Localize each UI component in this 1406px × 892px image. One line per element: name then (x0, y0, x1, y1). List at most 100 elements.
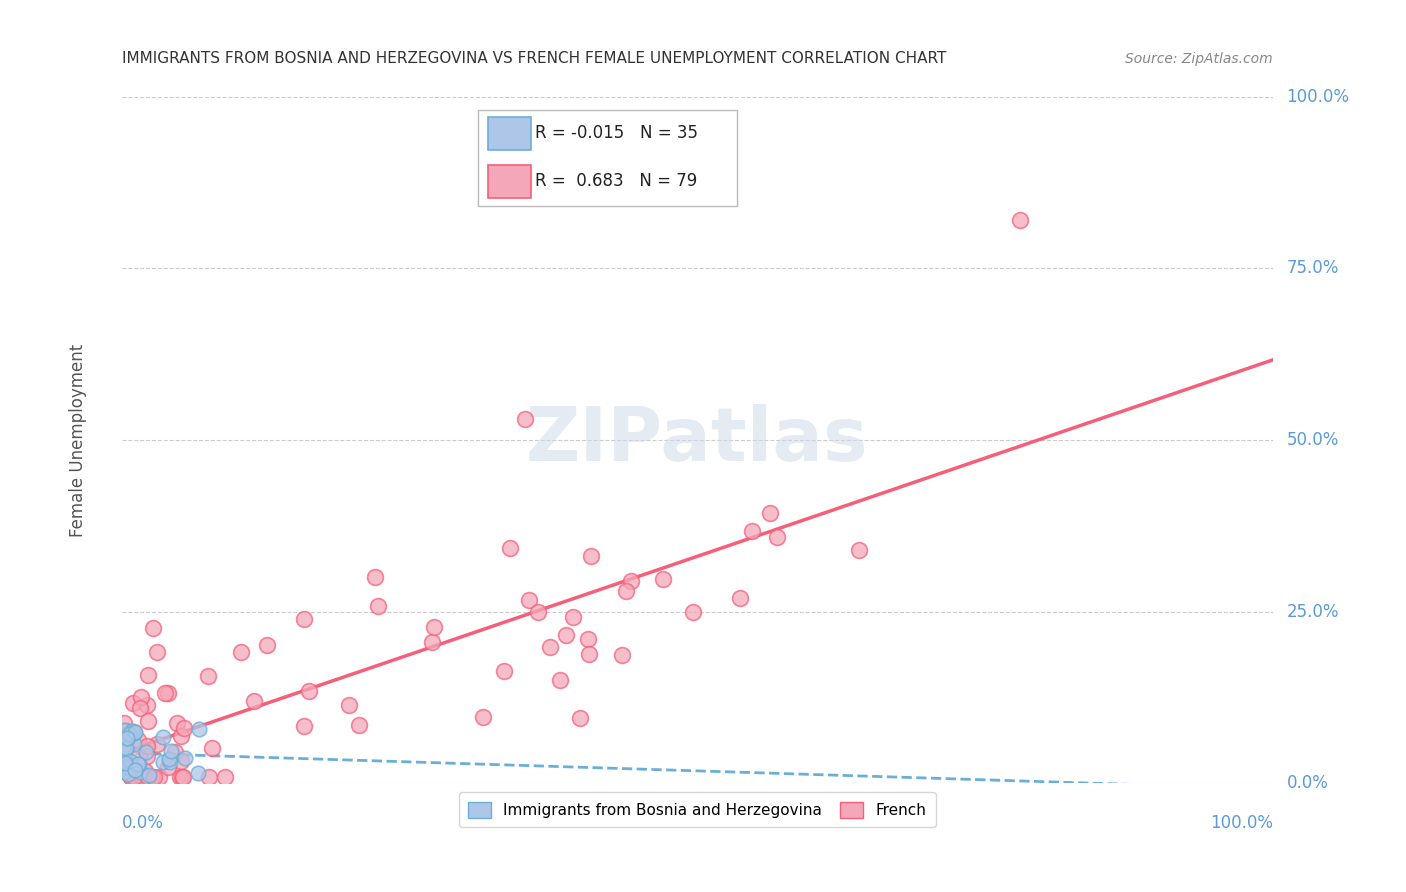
Point (115, 731, 138, 745)
Point (134, 770, 156, 784)
Text: R = -0.015   N = 35: R = -0.015 N = 35 (534, 124, 697, 142)
Point (128, 764, 150, 779)
Point (114, 723, 136, 737)
Point (187, 766, 209, 780)
Point (131, 770, 153, 784)
Point (169, 770, 191, 784)
Point (138, 768, 160, 782)
Point (1008, 213, 1031, 227)
Point (499, 541, 522, 555)
Point (111, 738, 134, 752)
Point (612, 648, 634, 663)
Point (420, 635, 443, 649)
Point (115, 760, 138, 774)
Point (519, 593, 541, 607)
Point (548, 673, 571, 687)
Point (122, 725, 145, 739)
Point (122, 770, 145, 784)
Point (112, 748, 135, 763)
Point (128, 757, 150, 772)
Point (111, 746, 134, 760)
Point (129, 690, 152, 704)
Text: 50.0%: 50.0% (1286, 431, 1339, 449)
Point (616, 583, 638, 598)
Text: 0.0%: 0.0% (1286, 774, 1329, 792)
Point (292, 719, 315, 733)
Point (115, 740, 138, 755)
Point (121, 724, 143, 739)
Point (159, 743, 181, 757)
Point (136, 667, 159, 681)
Point (561, 610, 583, 624)
Point (422, 620, 444, 634)
Point (118, 726, 141, 740)
Point (513, 412, 536, 426)
Point (124, 725, 146, 739)
Point (136, 770, 159, 784)
Point (114, 716, 136, 731)
Point (136, 749, 159, 764)
Text: 100.0%: 100.0% (1209, 814, 1272, 832)
Point (141, 770, 163, 784)
Point (579, 549, 602, 564)
Point (555, 628, 578, 642)
Point (145, 645, 167, 659)
Point (122, 696, 145, 710)
Point (256, 638, 278, 652)
Point (538, 640, 561, 654)
Point (166, 716, 188, 731)
Point (156, 686, 179, 700)
Point (298, 684, 321, 698)
Point (135, 745, 157, 759)
Point (120, 770, 142, 784)
Point (120, 770, 142, 784)
FancyBboxPatch shape (478, 111, 738, 206)
Point (765, 530, 787, 544)
Point (128, 748, 150, 763)
Point (201, 741, 224, 756)
FancyBboxPatch shape (488, 117, 531, 150)
Point (170, 770, 193, 784)
Point (117, 731, 139, 745)
Point (124, 726, 146, 740)
Point (337, 698, 360, 713)
Point (124, 763, 146, 777)
Text: IMMIGRANTS FROM BOSNIA AND HERZEGOVINA VS FRENCH FEMALE UNEMPLOYMENT CORRELATION: IMMIGRANTS FROM BOSNIA AND HERZEGOVINA V… (122, 51, 946, 66)
Point (848, 543, 870, 558)
Point (114, 743, 136, 757)
Point (152, 755, 174, 769)
Point (112, 761, 135, 775)
Text: 75.0%: 75.0% (1286, 260, 1339, 277)
Point (367, 599, 389, 613)
Point (472, 709, 495, 723)
Point (127, 756, 149, 771)
Point (127, 770, 149, 784)
Point (112, 764, 135, 778)
Point (136, 714, 159, 728)
Point (122, 737, 145, 751)
Point (364, 570, 387, 584)
Point (157, 752, 180, 766)
Point (117, 767, 139, 781)
Point (569, 711, 592, 725)
Point (134, 764, 156, 778)
Text: R =  0.683   N = 79: R = 0.683 N = 79 (534, 172, 697, 190)
Point (198, 770, 221, 784)
Point (173, 721, 195, 735)
Point (142, 621, 165, 635)
Point (115, 723, 138, 738)
Point (156, 760, 179, 774)
Point (163, 746, 186, 760)
Point (229, 645, 252, 659)
Text: 25.0%: 25.0% (1286, 603, 1339, 621)
Point (159, 755, 181, 769)
Point (214, 770, 236, 784)
Point (114, 756, 136, 771)
Text: Female Unemployment: Female Unemployment (69, 343, 87, 537)
Point (169, 754, 191, 768)
Point (128, 700, 150, 714)
Point (148, 770, 170, 784)
Point (172, 770, 194, 784)
Point (188, 722, 211, 736)
Point (578, 632, 600, 646)
